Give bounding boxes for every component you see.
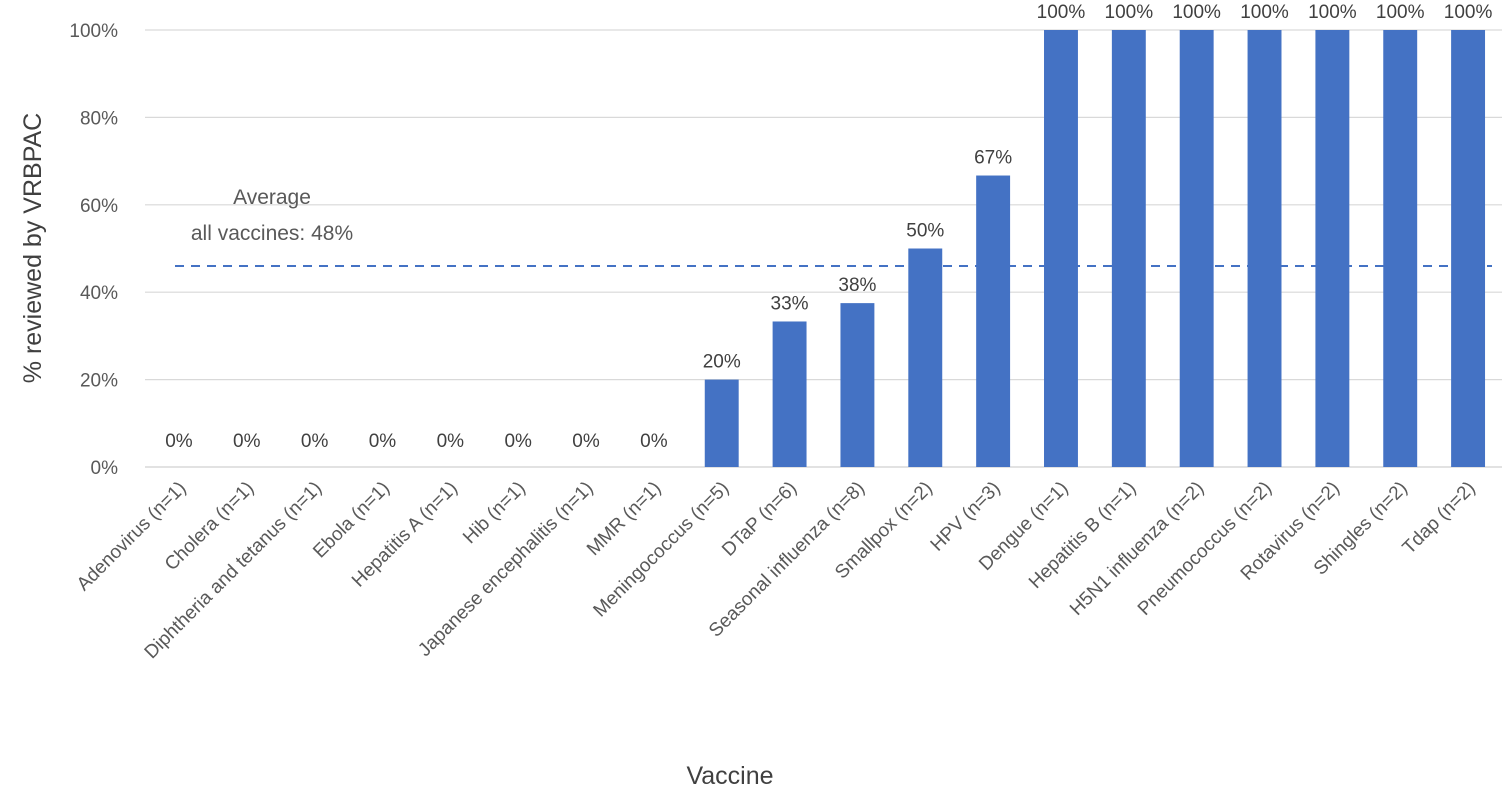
x-tick-label: Hib (n=1) [459, 478, 529, 548]
x-axis-title: Vaccine [686, 762, 773, 790]
data-label: 0% [437, 431, 465, 452]
y-tick-label: 20% [80, 371, 118, 392]
y-tick-label: 100% [69, 21, 118, 42]
bar [840, 303, 875, 467]
data-label: 20% [703, 352, 741, 373]
y-tick-label: 80% [80, 108, 118, 129]
y-tick-label: 60% [80, 196, 118, 217]
data-label: 0% [233, 431, 261, 452]
bar [1247, 30, 1282, 467]
data-label: 100% [1172, 2, 1221, 23]
y-axis-tick-labels: 0% 20% 40% 60% 80% 100% [69, 21, 118, 479]
data-label: 0% [301, 431, 329, 452]
x-tick-label: Pneumococcus (n=2) [1134, 478, 1276, 620]
average-label-line2: all vaccines: 48% [191, 222, 353, 245]
data-label: 38% [838, 275, 876, 296]
bar [908, 248, 943, 467]
data-label: 100% [1105, 2, 1154, 23]
average-label-line1: Average [233, 186, 311, 209]
bar [772, 321, 807, 467]
bar [976, 175, 1011, 467]
bar [1179, 30, 1214, 467]
bar [704, 379, 739, 467]
bars [704, 30, 1486, 467]
data-label: 100% [1376, 2, 1425, 23]
gridlines [145, 29, 1502, 381]
data-label: 33% [771, 293, 809, 314]
data-label: 100% [1037, 2, 1086, 23]
data-label: 100% [1444, 2, 1493, 23]
x-axis-tick-labels: Adenovirus (n=1)Cholera (n=1)Diphtheria … [73, 478, 1480, 664]
data-label: 0% [572, 431, 600, 452]
bar [1111, 30, 1146, 467]
y-tick-label: 40% [80, 283, 118, 304]
x-tick-label: H5N1 influenza (n=2) [1066, 478, 1208, 620]
data-label: 0% [504, 431, 532, 452]
data-label: 0% [369, 431, 397, 452]
bar [1315, 30, 1350, 467]
data-label: 0% [165, 431, 193, 452]
data-label: 67% [974, 148, 1012, 169]
data-label: 50% [906, 221, 944, 242]
data-label: 0% [640, 431, 668, 452]
y-tick-label: 0% [91, 458, 119, 479]
x-tick-label: Meningococcus (n=5) [590, 478, 734, 622]
bar [1383, 30, 1418, 467]
x-tick-label: Adenovirus (n=1) [73, 478, 191, 596]
data-labels: 0% 0% 0% 0% 0% 0% 0% 0% 20% 33% 38% 50% 67% 100% 100% 1… [165, 2, 1492, 452]
bar [1044, 30, 1078, 467]
x-tick-label: Tdap (n=2) [1399, 478, 1480, 559]
data-label: 100% [1240, 2, 1289, 23]
bar [1451, 30, 1486, 467]
data-label: 100% [1308, 2, 1357, 23]
y-axis-title: % reviewed by VRBPAC [19, 113, 47, 383]
